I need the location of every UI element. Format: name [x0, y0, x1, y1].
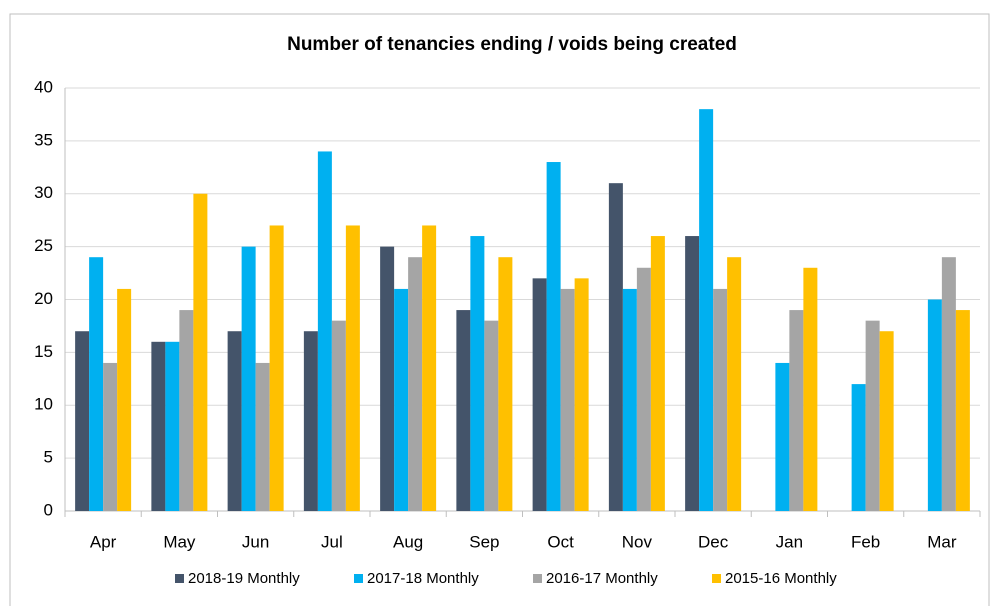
bar [727, 257, 742, 511]
bar [941, 257, 956, 511]
bar [775, 362, 790, 511]
bar [380, 246, 395, 511]
x-tick-label: Aug [393, 532, 423, 551]
x-tick-label: Dec [698, 532, 729, 551]
bar [498, 257, 513, 511]
bar [789, 310, 804, 511]
bar [574, 278, 589, 511]
bar [927, 299, 942, 511]
bar [879, 331, 894, 511]
bar [227, 331, 242, 511]
bar [89, 257, 104, 511]
bar [255, 362, 270, 511]
x-tick-label: Jan [776, 532, 803, 551]
bar [532, 278, 547, 511]
legend-swatch [175, 574, 184, 583]
y-tick-label: 35 [34, 130, 53, 149]
x-tick-label: Jun [242, 532, 269, 551]
x-tick-label: Apr [90, 532, 117, 551]
bar [851, 384, 866, 511]
y-tick-label: 5 [44, 448, 53, 467]
legend-label: 2015-16 Monthly [725, 570, 837, 587]
bar [608, 183, 623, 512]
legend-label: 2017-18 Monthly [367, 570, 479, 587]
legend-label: 2016-17 Monthly [546, 570, 658, 587]
bar [75, 331, 90, 511]
bar [713, 288, 728, 511]
bar [408, 257, 423, 511]
y-tick-label: 30 [34, 183, 53, 202]
y-tick-label: 10 [34, 395, 53, 414]
legend-label: 2018-19 Monthly [188, 570, 300, 587]
bar [622, 288, 637, 511]
bar [456, 310, 471, 511]
y-tick-label: 0 [44, 500, 53, 519]
bar [151, 341, 166, 511]
x-tick-label: Sep [469, 532, 499, 551]
chart-title: Number of tenancies ending / voids being… [287, 34, 737, 55]
y-tick-label: 40 [34, 77, 53, 96]
bar [699, 109, 714, 512]
bar [269, 225, 284, 511]
bar [345, 225, 360, 511]
bar [117, 288, 132, 511]
bar [470, 236, 485, 512]
y-tick-label: 15 [34, 342, 53, 361]
legend-swatch [354, 574, 363, 583]
bar [331, 320, 346, 511]
x-tick-label: Nov [622, 532, 653, 551]
bar [685, 236, 700, 512]
x-tick-label: May [163, 532, 196, 551]
bar [103, 362, 118, 511]
x-tick-label: Jul [321, 532, 343, 551]
bar [241, 246, 256, 511]
x-tick-label: Mar [927, 532, 957, 551]
bar [317, 151, 332, 511]
y-tick-label: 25 [34, 236, 53, 255]
bar [546, 162, 561, 511]
bar [650, 236, 665, 512]
bar [303, 331, 318, 511]
x-tick-label: Feb [851, 532, 880, 551]
legend-swatch [712, 574, 721, 583]
legend-swatch [533, 574, 542, 583]
bar [803, 267, 818, 511]
bar [636, 267, 651, 511]
y-tick-label: 20 [34, 289, 53, 308]
bar [193, 193, 208, 511]
bar [394, 288, 409, 511]
bar [865, 320, 880, 511]
bar [955, 310, 970, 511]
bar [165, 341, 180, 511]
bar [422, 225, 437, 511]
bar [560, 288, 575, 511]
bar [484, 320, 499, 511]
x-tick-label: Oct [547, 532, 574, 551]
bar [179, 310, 194, 511]
